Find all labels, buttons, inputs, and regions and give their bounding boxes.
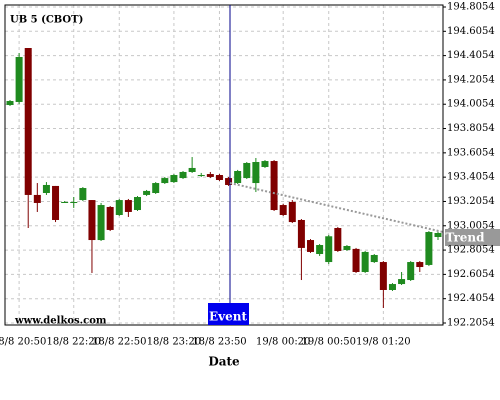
trend-line: [229, 182, 444, 233]
y-tick-label: 192.4054: [447, 293, 495, 304]
x-tick-label: 18/8 20:50: [0, 337, 46, 348]
y-tick-label: 193.0054: [447, 220, 495, 231]
candle-body: [179, 171, 187, 179]
candle-body: [197, 175, 205, 177]
y-tick-label: 193.2054: [447, 196, 495, 207]
candle-body: [70, 201, 78, 203]
candle-body: [398, 279, 406, 285]
y-tick-label: 192.8054: [447, 245, 495, 256]
candle-body: [170, 175, 178, 183]
candle-body: [106, 206, 114, 230]
chart-title: UB 5 (CBOT): [10, 15, 83, 26]
candle-body: [343, 245, 351, 251]
candle-body: [15, 57, 23, 102]
candle-body: [124, 200, 132, 212]
candle-body: [97, 205, 105, 241]
candle-body: [252, 162, 260, 184]
x-tick-label: 18/8 22:20: [47, 337, 101, 348]
y-tick-label: 192.6054: [447, 269, 495, 280]
candle-body: [361, 251, 369, 273]
candle-body: [24, 48, 32, 195]
candle-body: [61, 201, 69, 203]
candle-body: [407, 262, 415, 281]
y-tick-label: 194.2054: [447, 74, 495, 85]
candle-body: [379, 262, 387, 290]
candle-body: [325, 236, 333, 263]
y-tick-label: 193.6054: [447, 147, 495, 158]
grid-layer: [5, 5, 443, 325]
candle-body: [316, 245, 324, 255]
x-tick-label: 19/8 00:20: [256, 337, 310, 348]
candle-body: [352, 248, 360, 273]
candle-body: [270, 161, 278, 211]
y-tick-label: 194.6054: [447, 26, 495, 37]
candle-body: [215, 175, 223, 180]
candle-body: [370, 254, 378, 263]
y-tick-label: 194.8054: [447, 2, 495, 13]
candle-body: [416, 262, 424, 268]
candle-body: [6, 100, 14, 106]
candle-body: [33, 194, 41, 203]
event-box: [208, 303, 249, 325]
y-tick-label: 194.0054: [447, 99, 495, 110]
x-tick-label: 19/8 00:50: [301, 337, 355, 348]
x-tick-label: 18/8 22:50: [92, 337, 146, 348]
x-tick-label: 19/8 01:20: [356, 337, 410, 348]
plot-frame: [4, 4, 444, 326]
y-tick-label: 193.4054: [447, 172, 495, 183]
candle-body: [88, 200, 96, 241]
trend-label: Trend: [445, 231, 485, 245]
candle-body: [206, 174, 214, 177]
candle-body: [79, 188, 87, 201]
watermark: www.delkos.com: [14, 316, 107, 327]
candle-body: [152, 183, 160, 194]
y-tick-label: 193.8054: [447, 123, 495, 134]
candles: [6, 48, 442, 308]
x-tick-label: 18/8 23:50: [192, 337, 246, 348]
candle-body: [425, 232, 433, 265]
candle-body: [388, 284, 396, 290]
candle-body: [334, 228, 342, 251]
candle-body: [297, 219, 305, 248]
x-axis-title: Date: [208, 355, 240, 369]
x-tick-label: 18/8 23:20: [147, 337, 201, 348]
candle-body: [115, 200, 123, 216]
candle-body: [261, 161, 269, 167]
candle-body: [234, 171, 242, 184]
candle-body: [307, 240, 315, 252]
candle-body: [188, 167, 196, 172]
y-tick-label: 192.2054: [447, 318, 495, 329]
candle-body: [288, 201, 296, 223]
candle-body: [225, 178, 233, 185]
candle-body: [279, 205, 287, 216]
candle-body: [434, 232, 442, 237]
candle-body: [133, 197, 141, 211]
candle-body: [161, 178, 169, 184]
candle-body: [42, 184, 50, 194]
trend-box: [445, 229, 500, 246]
event-label: Event: [209, 310, 247, 324]
y-tick-label: 194.4054: [447, 50, 495, 61]
candle-body: [243, 162, 251, 179]
candle-body: [52, 185, 60, 220]
candle-body: [143, 190, 151, 195]
